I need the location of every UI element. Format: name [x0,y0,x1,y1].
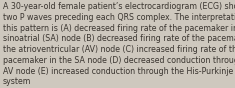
Text: the atrioventricular (AV) node (C) increased firing rate of the: the atrioventricular (AV) node (C) incre… [3,45,235,54]
Text: AV node (E) increased conduction through the His-Purkinje: AV node (E) increased conduction through… [3,67,233,76]
Text: sinoatrial (SA) node (B) decreased firing rate of the pacemaker in: sinoatrial (SA) node (B) decreased firin… [3,34,235,43]
Text: A 30-year-old female patient’s electrocardiogram (ECG) shows: A 30-year-old female patient’s electroca… [3,2,235,11]
Text: pacemaker in the SA node (D) decreased conduction through the: pacemaker in the SA node (D) decreased c… [3,56,235,65]
Text: this pattern is (A) decreased firing rate of the pacemaker in the: this pattern is (A) decreased firing rat… [3,24,235,33]
Text: system: system [3,77,31,86]
Text: two P waves preceding each QRS complex. The interpretation of: two P waves preceding each QRS complex. … [3,13,235,22]
